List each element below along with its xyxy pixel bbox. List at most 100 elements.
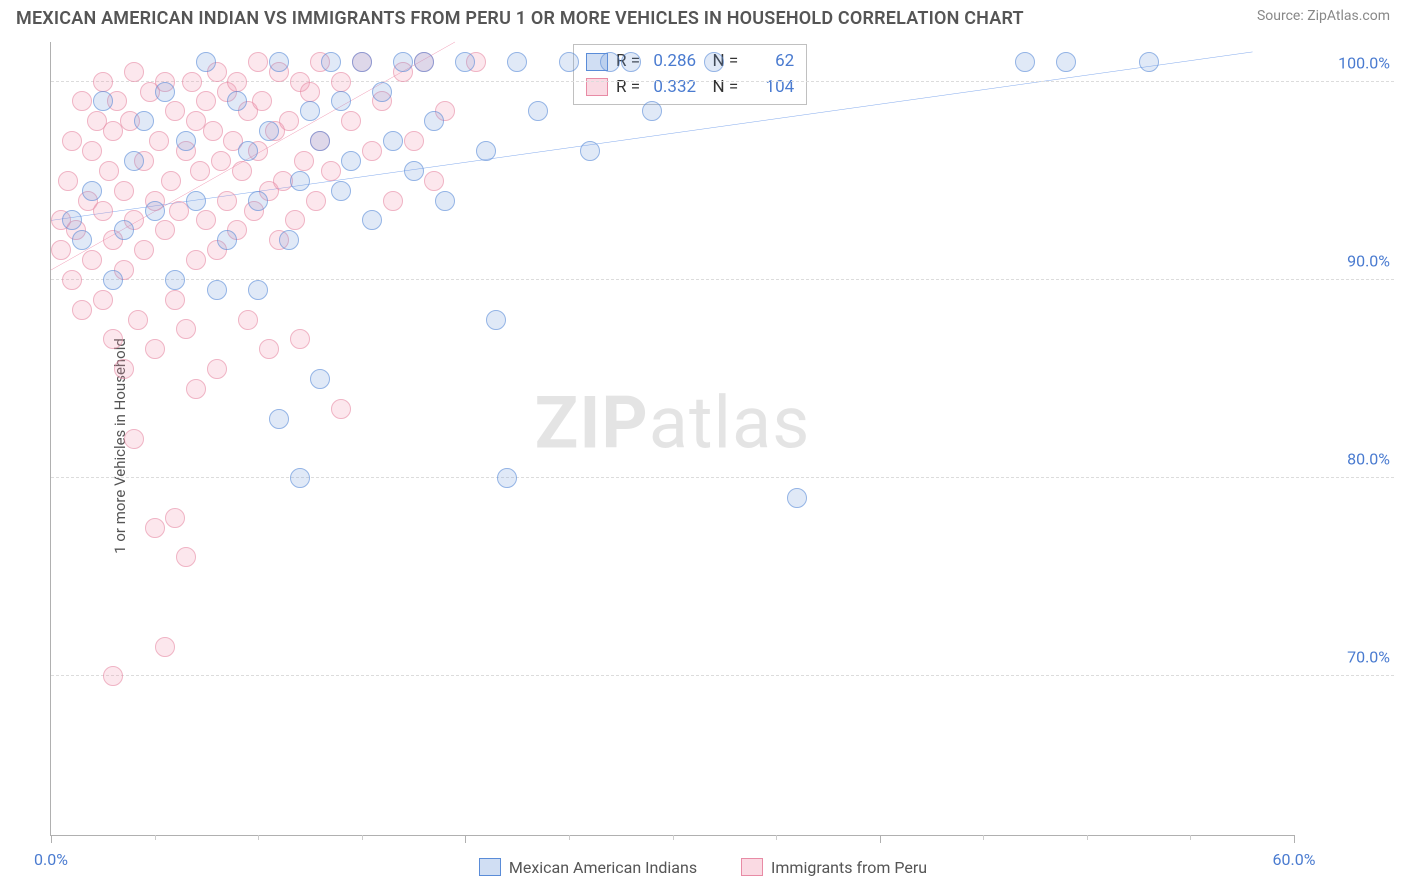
scatter-point: [331, 181, 351, 201]
scatter-point: [404, 131, 424, 151]
scatter-point: [217, 191, 237, 211]
scatter-point: [559, 52, 579, 72]
scatter-point: [248, 52, 268, 72]
gridline-h: [51, 81, 1394, 82]
scatter-point: [341, 111, 361, 131]
scatter-point: [435, 191, 455, 211]
scatter-point: [124, 62, 144, 82]
scatter-point: [424, 111, 444, 131]
scatter-point: [227, 72, 247, 92]
r-value-series1: 0.286: [648, 49, 696, 75]
gridline-h: [51, 279, 1394, 280]
scatter-point: [149, 131, 169, 151]
scatter-point: [507, 52, 527, 72]
scatter-point: [93, 201, 113, 221]
scatter-point: [82, 250, 102, 270]
scatter-point: [161, 171, 181, 191]
xtick-minor: [1190, 835, 1191, 840]
n-label: N =: [704, 75, 738, 101]
scatter-point: [72, 300, 92, 320]
scatter-point: [186, 191, 206, 211]
scatter-point: [580, 141, 600, 161]
scatter-point: [404, 161, 424, 181]
scatter-point: [134, 240, 154, 260]
xtick-minor: [155, 835, 156, 840]
scatter-point: [269, 52, 289, 72]
scatter-point: [259, 121, 279, 141]
scatter-point: [196, 52, 216, 72]
scatter-point: [165, 270, 185, 290]
legend-label-series2: Immigrants from Peru: [771, 858, 927, 877]
scatter-point: [93, 91, 113, 111]
scatter-point: [352, 52, 372, 72]
scatter-point: [103, 270, 123, 290]
xtick-major: [880, 835, 881, 843]
scatter-point: [455, 52, 475, 72]
scatter-point: [62, 270, 82, 290]
scatter-point: [58, 171, 78, 191]
scatter-point: [331, 399, 351, 419]
source-label: Source: ZipAtlas.com: [1257, 8, 1390, 24]
scatter-point: [331, 72, 351, 92]
r-value-series2: 0.332: [648, 75, 696, 101]
ytick-label: 90.0%: [1300, 251, 1390, 270]
scatter-point: [155, 220, 175, 240]
scatter-point: [393, 52, 413, 72]
scatter-point: [300, 82, 320, 102]
scatter-point: [383, 131, 403, 151]
scatter-point: [145, 201, 165, 221]
scatter-point: [103, 666, 123, 686]
scatter-point: [227, 91, 247, 111]
scatter-point: [93, 290, 113, 310]
stats-row-series2: R = 0.332 N = 104: [586, 75, 794, 101]
scatter-point: [341, 151, 361, 171]
scatter-point: [145, 518, 165, 538]
scatter-point: [217, 230, 237, 250]
scatter-point: [372, 82, 392, 102]
ytick-label: 100.0%: [1300, 53, 1390, 72]
scatter-point: [259, 339, 279, 359]
scatter-point: [99, 161, 119, 181]
chart-container: ZIPatlas R = 0.286 N = 62 R = 0.332 N = …: [50, 42, 1394, 836]
scatter-point: [300, 101, 320, 121]
scatter-point: [114, 181, 134, 201]
scatter-point: [497, 468, 517, 488]
scatter-point: [182, 72, 202, 92]
scatter-point: [72, 230, 92, 250]
scatter-point: [321, 161, 341, 181]
scatter-point: [155, 637, 175, 657]
scatter-point: [145, 339, 165, 359]
scatter-point: [155, 82, 175, 102]
n-value-series1: 62: [746, 49, 794, 75]
scatter-point: [279, 111, 299, 131]
plot-area: ZIPatlas R = 0.286 N = 62 R = 0.332 N = …: [50, 42, 1294, 836]
scatter-point: [600, 52, 620, 72]
n-value-series2: 104: [746, 75, 794, 101]
scatter-point: [51, 240, 71, 260]
scatter-point: [128, 310, 148, 330]
scatter-point: [414, 52, 434, 72]
scatter-point: [207, 359, 227, 379]
xtick-minor: [983, 835, 984, 840]
scatter-point: [238, 310, 258, 330]
xtick-minor: [673, 835, 674, 840]
scatter-point: [62, 131, 82, 151]
scatter-point: [114, 359, 134, 379]
scatter-point: [176, 131, 196, 151]
scatter-point: [285, 210, 305, 230]
xtick-minor: [776, 835, 777, 840]
scatter-point: [252, 91, 272, 111]
scatter-point: [211, 151, 231, 171]
ytick-label: 80.0%: [1300, 450, 1390, 469]
scatter-point: [186, 250, 206, 270]
scatter-point: [331, 91, 351, 111]
scatter-point: [124, 151, 144, 171]
swatch-series1-icon: [479, 858, 501, 876]
xtick-minor: [1087, 835, 1088, 840]
scatter-point: [176, 319, 196, 339]
scatter-point: [248, 280, 268, 300]
scatter-point: [290, 171, 310, 191]
scatter-point: [82, 181, 102, 201]
scatter-point: [362, 210, 382, 230]
scatter-point: [321, 52, 341, 72]
